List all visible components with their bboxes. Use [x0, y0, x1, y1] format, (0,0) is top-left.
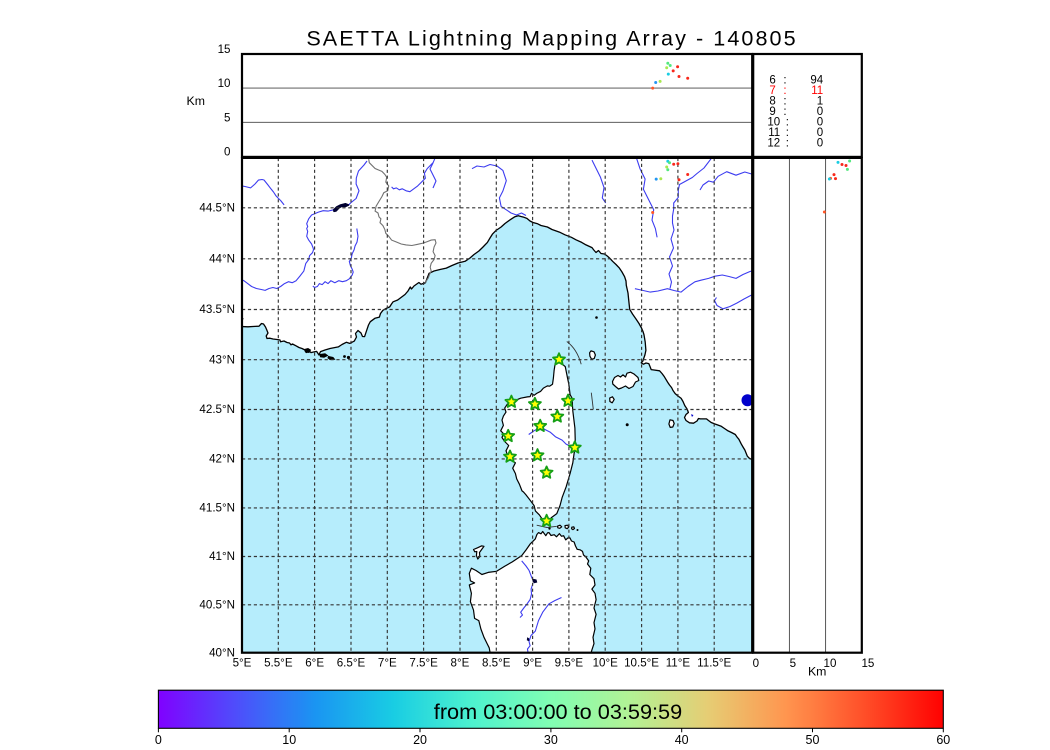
svg-text:10: 10 [824, 657, 837, 670]
svg-text:42°N: 42°N [209, 453, 235, 466]
svg-text:5°E: 5°E [233, 656, 252, 669]
svg-text:41°N: 41°N [209, 550, 235, 563]
svg-text:43.5°N: 43.5°N [199, 303, 235, 316]
svg-text:9: 9 [769, 106, 775, 118]
svg-text:0: 0 [817, 116, 823, 128]
svg-text:7.5°E: 7.5°E [409, 656, 438, 669]
svg-text:SAETTA Lightning Mapping Array: SAETTA Lightning Mapping Array - 140805 [306, 26, 797, 51]
svg-text:60: 60 [936, 733, 950, 747]
svg-text:15: 15 [861, 657, 874, 670]
svg-text:9.5°E: 9.5°E [555, 656, 584, 669]
svg-text:8°E: 8°E [451, 656, 470, 669]
svg-text::: : [786, 116, 789, 128]
svg-text:8: 8 [769, 96, 775, 108]
svg-text:40°N: 40°N [209, 646, 235, 659]
svg-text:11: 11 [811, 85, 823, 97]
svg-text:Km: Km [187, 94, 205, 108]
svg-text:0: 0 [817, 137, 823, 149]
svg-text:44°N: 44°N [209, 253, 235, 266]
svg-text:9°E: 9°E [523, 656, 542, 669]
svg-text:10°E: 10°E [593, 656, 619, 669]
svg-text:40.5°N: 40.5°N [199, 598, 235, 611]
svg-text:5: 5 [224, 111, 230, 124]
svg-text:0: 0 [155, 733, 162, 747]
svg-text:30: 30 [544, 733, 558, 747]
svg-text:12: 12 [767, 137, 780, 149]
svg-text:43°N: 43°N [209, 353, 235, 366]
svg-text::: : [783, 96, 786, 108]
svg-text:41.5°N: 41.5°N [199, 502, 235, 515]
svg-text::: : [786, 127, 789, 139]
svg-text:Km: Km [808, 665, 826, 679]
svg-text:50: 50 [806, 733, 820, 747]
svg-text::: : [783, 106, 786, 118]
svg-text:20: 20 [413, 733, 427, 747]
svg-text:7°E: 7°E [378, 656, 397, 669]
svg-text:6°E: 6°E [305, 656, 324, 669]
svg-text:0: 0 [753, 657, 759, 670]
svg-text:10: 10 [282, 733, 296, 747]
svg-text:7: 7 [769, 85, 775, 97]
svg-text:10: 10 [218, 77, 231, 90]
svg-text::: : [786, 137, 789, 149]
svg-text::: : [783, 75, 786, 87]
svg-text::: : [783, 85, 786, 97]
svg-text:0: 0 [817, 127, 823, 139]
svg-text:94: 94 [810, 75, 823, 87]
svg-text:10.5°E: 10.5°E [624, 656, 659, 669]
svg-text:6.5°E: 6.5°E [337, 656, 366, 669]
svg-text:10: 10 [767, 116, 780, 128]
svg-text:40: 40 [675, 733, 689, 747]
svg-text:11°E: 11°E [666, 656, 691, 669]
svg-text:0: 0 [224, 146, 230, 159]
svg-text:5: 5 [790, 657, 796, 670]
svg-text:44.5°N: 44.5°N [199, 202, 235, 215]
svg-text:11.5°E: 11.5°E [697, 656, 731, 669]
svg-text:11: 11 [768, 127, 780, 139]
svg-text:5.5°E: 5.5°E [264, 656, 293, 669]
svg-text:0: 0 [817, 106, 823, 118]
svg-text:8.5°E: 8.5°E [482, 656, 511, 669]
svg-text:from 03:00:00 to 03:59:59: from 03:00:00 to 03:59:59 [434, 699, 682, 724]
svg-text:6: 6 [769, 75, 775, 87]
svg-text:42.5°N: 42.5°N [199, 403, 235, 416]
svg-text:1: 1 [817, 96, 823, 108]
svg-text:15: 15 [218, 43, 231, 56]
